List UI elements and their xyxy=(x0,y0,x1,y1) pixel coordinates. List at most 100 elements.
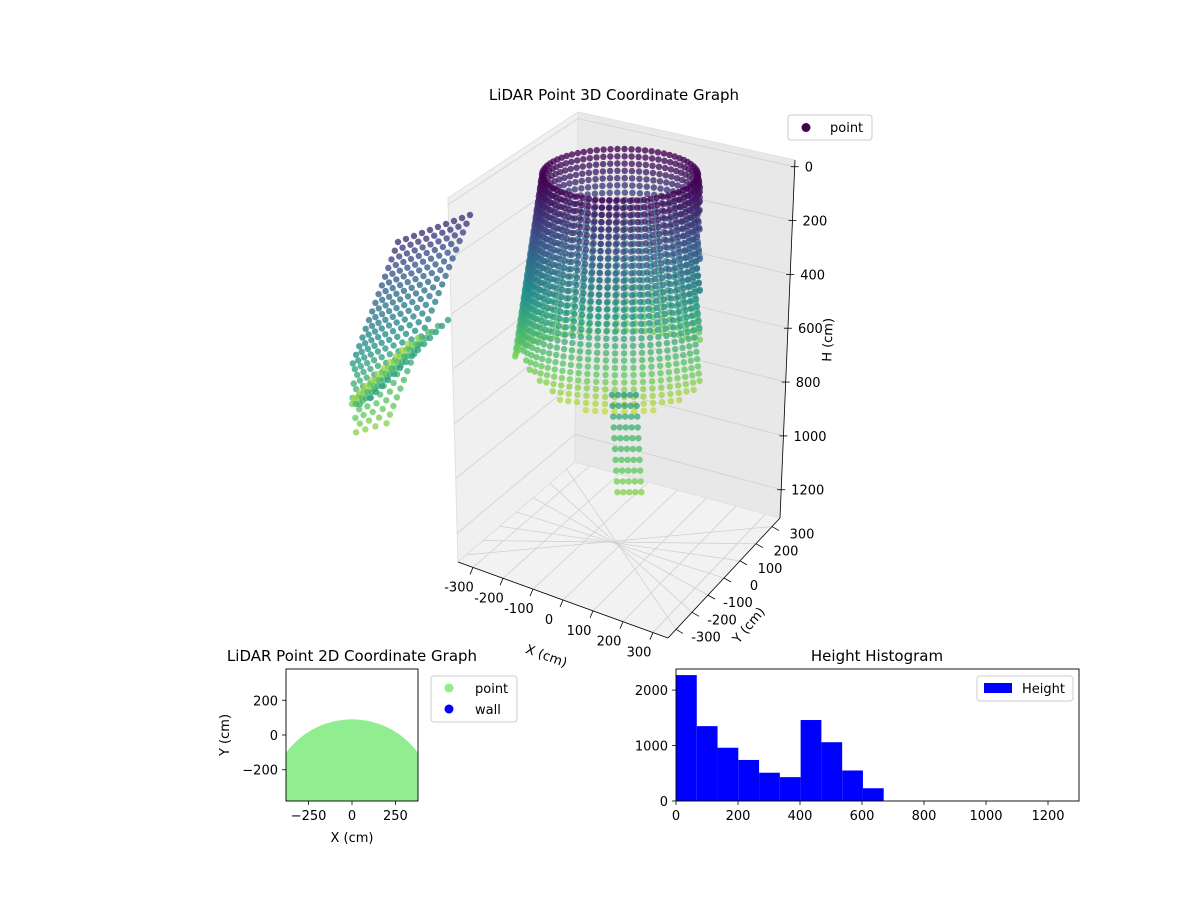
point-3d xyxy=(594,327,602,335)
point-3d xyxy=(620,306,627,314)
point-3d xyxy=(372,388,380,396)
point-3d xyxy=(672,272,679,279)
y-tick-label-3d: 300 xyxy=(790,528,815,543)
x-tick-label-3d: 300 xyxy=(627,646,652,661)
point-3d xyxy=(694,310,701,317)
point-3d xyxy=(389,328,397,335)
point-3d xyxy=(597,240,604,248)
point-3d xyxy=(543,372,551,379)
point-3d xyxy=(648,155,656,162)
point-3d xyxy=(541,288,548,295)
point-3d xyxy=(599,175,606,182)
point-3d xyxy=(539,348,547,355)
point-3d xyxy=(555,263,562,270)
point-3d xyxy=(638,349,646,356)
point-3d xyxy=(397,296,404,303)
legend-3d-marker xyxy=(801,123,811,132)
point-3d xyxy=(620,205,627,212)
point-3d xyxy=(565,295,572,302)
point-3d xyxy=(557,308,564,315)
point-3d xyxy=(652,282,659,290)
point-3d xyxy=(582,253,589,261)
point-3d xyxy=(637,313,644,320)
point-3d xyxy=(552,284,560,292)
point-3d xyxy=(444,249,451,256)
point-3d xyxy=(642,247,650,254)
point-3d xyxy=(602,379,609,386)
point-3d xyxy=(573,398,581,406)
point-3d xyxy=(401,316,408,323)
point-3d xyxy=(667,159,674,166)
point-3d xyxy=(408,270,415,277)
point-3d xyxy=(569,332,577,339)
point-3d xyxy=(424,278,432,285)
point-3d xyxy=(369,308,376,315)
point-3d xyxy=(672,160,679,167)
point-3d xyxy=(611,372,619,379)
point-3d xyxy=(657,252,664,260)
point-3d xyxy=(612,277,619,284)
point-3d xyxy=(651,261,658,268)
x-axis-label-2d: X (cm) xyxy=(331,831,374,846)
point-3d xyxy=(579,163,586,170)
point-3d xyxy=(690,326,698,334)
point-3d xyxy=(658,391,665,399)
point-3d xyxy=(404,368,411,375)
point-3d xyxy=(612,226,620,234)
point-3d xyxy=(432,298,439,305)
point-3d xyxy=(678,337,685,344)
point-3d xyxy=(356,406,363,413)
point-3d xyxy=(599,189,606,197)
point-3d xyxy=(449,255,456,262)
point-3d xyxy=(666,206,673,214)
point-3d xyxy=(631,467,638,474)
point-3d xyxy=(578,185,585,192)
point-3d xyxy=(595,306,602,313)
point-3d xyxy=(614,182,621,189)
point-3d xyxy=(677,256,684,263)
point-3d xyxy=(635,255,643,262)
point-3d xyxy=(628,160,635,167)
plot-2d-area xyxy=(286,719,418,801)
point-3d xyxy=(643,261,650,269)
point-3d xyxy=(399,339,406,346)
point-3d xyxy=(590,232,597,240)
point-3d xyxy=(614,160,621,167)
point-3d xyxy=(678,218,686,225)
point-3d xyxy=(573,193,580,200)
points-2d-cloud xyxy=(286,719,418,801)
point-3d xyxy=(651,268,658,275)
point-3d xyxy=(685,237,693,245)
x-tick-label-3d: 200 xyxy=(597,635,622,650)
point-3d xyxy=(628,299,636,306)
point-3d xyxy=(416,281,423,288)
histogram-bar xyxy=(779,777,801,801)
point-3d xyxy=(630,456,637,463)
point-3d xyxy=(635,161,643,168)
x-tick-label-2d: −250 xyxy=(291,809,327,824)
point-3d xyxy=(375,305,382,312)
point-3d xyxy=(629,328,636,335)
point-3d xyxy=(593,147,600,154)
point-3d xyxy=(649,162,656,169)
point-3d xyxy=(409,298,416,306)
point-3d xyxy=(385,264,392,272)
point-3d xyxy=(663,244,671,251)
point-3d xyxy=(572,207,579,215)
point-3d xyxy=(562,331,569,338)
point-3d xyxy=(661,157,668,164)
point-3d xyxy=(386,388,394,395)
histogram-title: Height Histogram xyxy=(811,647,943,665)
histogram-bar xyxy=(821,742,843,801)
point-3d xyxy=(664,354,672,361)
x-tick-label-hist: 0 xyxy=(672,809,680,824)
point-3d xyxy=(605,219,612,226)
point-3d xyxy=(378,382,386,390)
point-3d xyxy=(400,287,408,294)
point-3d xyxy=(679,225,686,232)
point-3d xyxy=(686,245,694,252)
point-3d xyxy=(656,355,663,362)
point-3d xyxy=(620,255,627,263)
point-3d xyxy=(596,262,604,269)
point-3d xyxy=(586,312,594,319)
